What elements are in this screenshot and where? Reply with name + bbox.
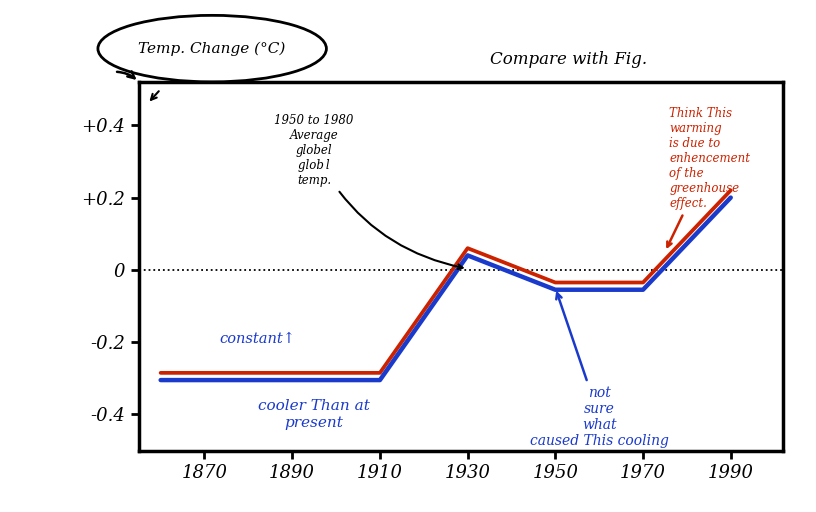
Text: cooler Than at
present: cooler Than at present [258, 399, 370, 430]
Text: 1950 to 1980
Average
globel
glob l
temp.: 1950 to 1980 Average globel glob l temp. [274, 114, 463, 269]
Text: not
sure
what
caused This cooling: not sure what caused This cooling [530, 293, 668, 448]
Text: Think This
warming
is due to
enhencement
of the
greenhouse
effect.: Think This warming is due to enhencement… [667, 107, 751, 247]
Text: Compare with Fig.: Compare with Fig. [490, 51, 647, 68]
Text: constant↑: constant↑ [220, 332, 295, 346]
Text: Temp. Change (°C): Temp. Change (°C) [139, 41, 286, 56]
